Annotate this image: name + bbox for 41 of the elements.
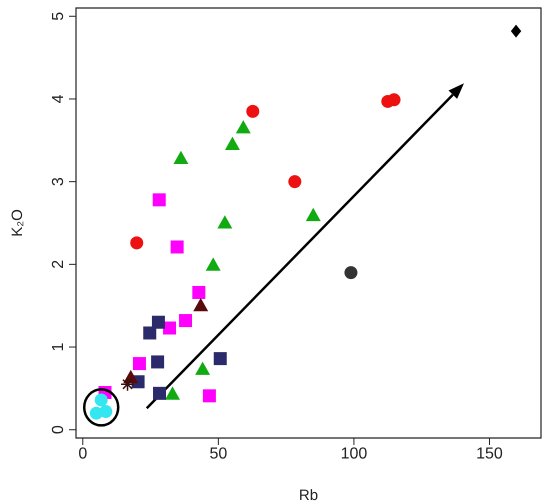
point [132,357,146,370]
point [224,136,240,150]
x-tick-label: 0 [78,445,88,462]
point [173,150,188,164]
point [151,355,164,368]
y-tick-label: 2 [50,260,67,269]
point [236,120,251,134]
y-tick-label: 1 [50,342,67,352]
point [206,257,221,271]
point [510,24,522,38]
point [388,93,401,106]
point [163,322,176,335]
point [130,236,144,250]
point [165,386,180,400]
x-axis-title: Rb [298,487,318,504]
point [202,389,216,402]
point [153,386,166,400]
point [152,316,165,329]
point [120,377,135,392]
point [344,266,358,280]
x-tick-label: 50 [209,445,228,462]
point [217,215,232,229]
point [214,352,227,366]
x-tick-label: 150 [476,445,503,462]
point [94,393,108,406]
point [152,193,166,206]
x-tick-label: 100 [340,445,368,462]
point [143,326,156,340]
y-tick-label: 5 [50,12,67,21]
point [306,208,321,222]
y-tick-label: 4 [50,94,67,104]
point [192,286,206,299]
y-tick-label: 3 [50,177,67,186]
y-axis-title: K₂O [9,209,26,237]
point [195,362,210,375]
point [170,240,184,254]
point [246,104,260,118]
point [179,314,192,328]
y-tick-label: 0 [50,425,67,434]
point [193,298,208,312]
point [288,175,302,188]
